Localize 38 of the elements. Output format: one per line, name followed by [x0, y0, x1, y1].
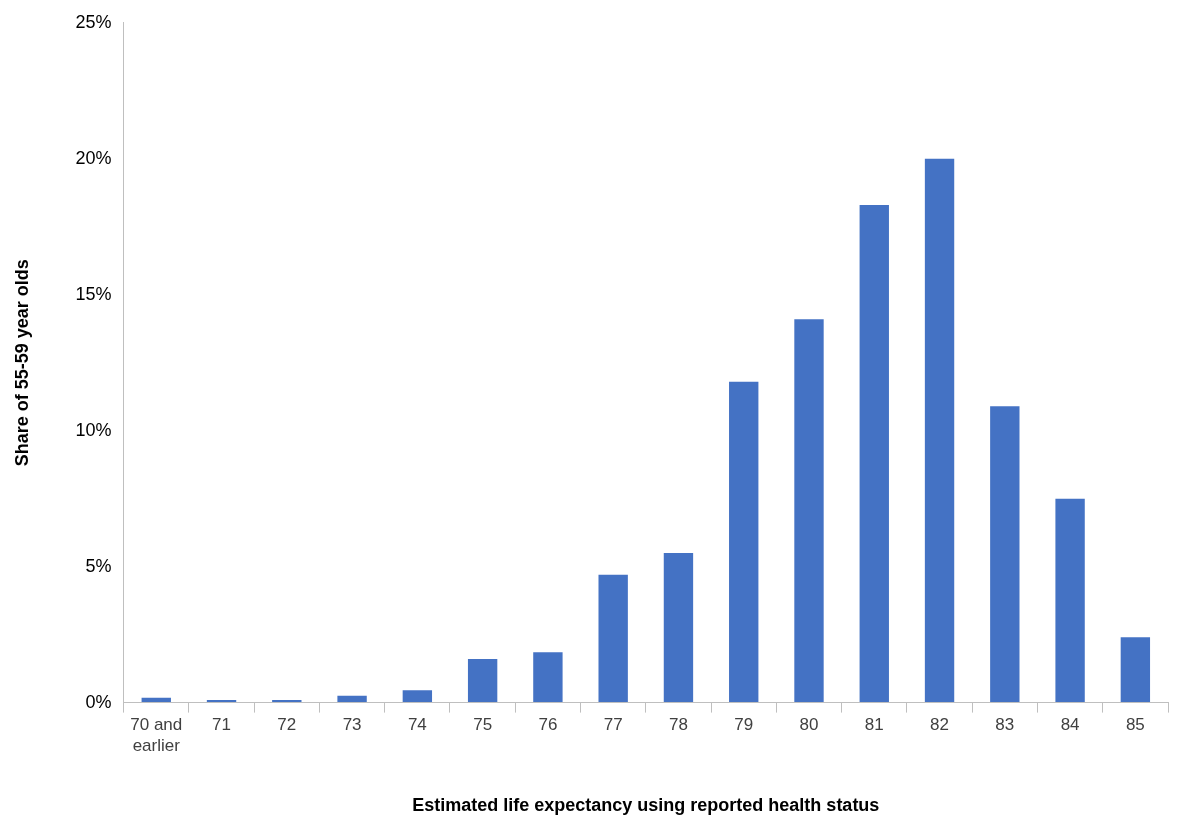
x-tick-label: 84	[1060, 715, 1080, 735]
x-tick-label: 77	[603, 715, 623, 735]
x-tick-label: 73	[342, 715, 362, 735]
x-tick-label: 72	[277, 715, 297, 735]
x-tick-label: 74	[407, 715, 427, 735]
x-tick-label: 82	[930, 715, 949, 735]
x-axis-title: Estimated life expectancy using reported health status	[412, 795, 880, 816]
x-tick-label: 85	[1125, 715, 1145, 735]
x-tick-label: 76	[538, 715, 558, 735]
x-tick-label: 78	[668, 715, 688, 735]
x-tick-label: 71	[212, 715, 231, 735]
bar	[1055, 498, 1085, 703]
y-tick-label: 25%	[75, 11, 112, 32]
x-tick-label: 80	[799, 715, 819, 735]
bar	[663, 553, 694, 703]
bar	[533, 652, 563, 703]
bar	[598, 574, 628, 703]
y-tick-label: 0%	[85, 691, 112, 712]
y-tick-label: 10%	[75, 419, 112, 440]
y-tick-label: 15%	[75, 283, 112, 304]
x-tick-label: 83	[995, 715, 1015, 735]
bar	[337, 695, 367, 703]
bar	[141, 697, 171, 703]
y-tick-label: 5%	[85, 555, 112, 576]
x-tick-label: 81	[864, 715, 884, 735]
bar	[1120, 637, 1151, 703]
bar	[924, 158, 955, 703]
x-tick-label: 70 and earlier	[130, 715, 183, 755]
bar	[402, 690, 433, 703]
y-tick-label: 20%	[75, 147, 112, 168]
x-tick-label: 75	[473, 715, 493, 735]
y-axis-title: Share of 55-59 year olds	[11, 259, 32, 467]
bar	[729, 381, 759, 703]
bar	[859, 204, 889, 703]
bar	[794, 319, 824, 703]
x-tick-label: 79	[734, 715, 754, 735]
bar	[467, 659, 498, 703]
bar	[990, 406, 1020, 703]
